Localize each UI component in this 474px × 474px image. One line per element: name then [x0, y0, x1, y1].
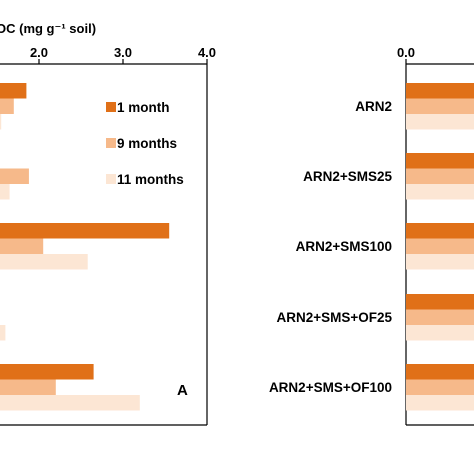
category-labels: ARN2 ARN2+SMS25 ARN2+SMS100 ARN2+SMS+OF25 AR… [269, 99, 393, 395]
legend-label: 1 month [117, 100, 170, 115]
category-label: ARN2+SMS+OF25 [276, 310, 392, 325]
bar-b-1-month-3 [406, 223, 474, 239]
legend-label: 9 months [117, 136, 177, 151]
bar-a-11-months-1 [0, 114, 2, 130]
panel-b: 0.0 ARN2 ARN2+SMS25 ARN2+SMS100 ARN2+SMS+OF… [269, 45, 474, 426]
bars-b [406, 83, 474, 411]
legend-swatch [106, 102, 116, 112]
x-ticks-b: 0.0 [397, 45, 415, 64]
bar-b-1-month-5 [406, 364, 474, 380]
bar-b-11-months-3 [406, 254, 474, 270]
bar-a-11-months-2 [0, 184, 10, 200]
legend-label: 11 months [117, 172, 184, 187]
bar-b-11-months-1 [406, 114, 474, 130]
bar-b-1-month-4 [406, 294, 474, 310]
bar-a-1-month-5 [0, 364, 94, 380]
panel-letter-a: A [177, 382, 188, 399]
bar-b-1-month-2 [406, 153, 474, 169]
bar-a-9-months-2 [0, 168, 29, 184]
bar-b-1-month-1 [406, 83, 474, 99]
bar-b-9-months-5 [406, 379, 474, 395]
bars-a [0, 83, 170, 411]
x-tick-label-b: 0.0 [397, 45, 415, 60]
bar-b-9-months-2 [406, 168, 474, 184]
bar-b-11-months-5 [406, 395, 474, 411]
bar-b-9-months-1 [406, 98, 474, 114]
legend-swatch [106, 138, 116, 148]
bar-a-9-months-3 [0, 238, 44, 254]
bar-a-9-months-1 [0, 98, 14, 114]
x-axis-title-a: OC (mg g⁻¹ soil) [0, 21, 96, 36]
bar-b-9-months-4 [406, 309, 474, 325]
category-label: ARN2 [355, 99, 392, 114]
bar-b-11-months-2 [406, 184, 474, 200]
category-label: ARN2+SMS+OF100 [269, 380, 392, 395]
bar-a-9-months-5 [0, 379, 56, 395]
x-ticks-a: 2.0 3.0 4.0 [30, 45, 216, 64]
bar-a-1-month-1 [0, 83, 27, 99]
bar-a-11-months-4 [0, 325, 6, 341]
x-tick-label: 4.0 [198, 45, 216, 60]
legend-swatch [106, 174, 116, 184]
legend: 1 month 9 months 11 months [106, 100, 184, 187]
x-tick-label: 2.0 [30, 45, 48, 60]
bar-b-9-months-3 [406, 238, 474, 254]
category-label: ARN2+SMS25 [303, 169, 392, 184]
bar-a-1-month-3 [0, 223, 170, 239]
bar-a-11-months-5 [0, 395, 140, 411]
category-label: ARN2+SMS100 [296, 239, 392, 254]
x-tick-label: 3.0 [114, 45, 132, 60]
bar-a-11-months-3 [0, 254, 88, 270]
bar-b-11-months-4 [406, 325, 474, 341]
panel-a: OC (mg g⁻¹ soil) 2.0 3.0 4.0 1 month 9 mont… [0, 21, 216, 426]
